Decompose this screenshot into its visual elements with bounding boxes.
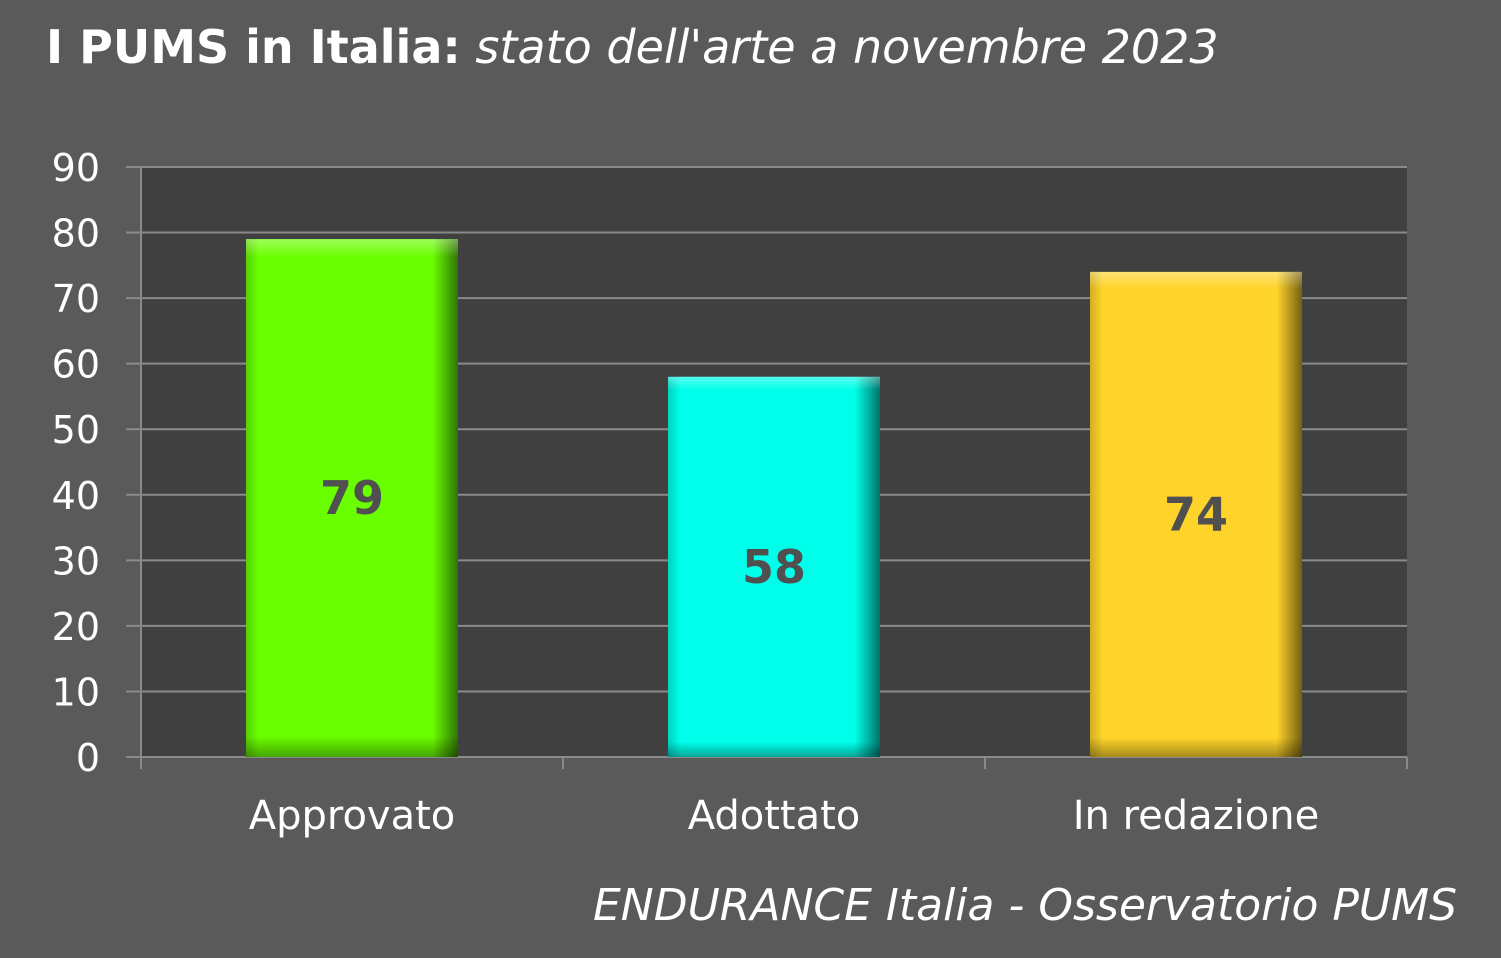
bar-shade-top — [1090, 271, 1302, 757]
y-tick-label: 90 — [52, 146, 100, 190]
y-tick-label: 10 — [52, 670, 100, 714]
bar-shade-top — [246, 239, 458, 758]
bar-shade-top — [668, 376, 880, 757]
y-tick-label: 60 — [52, 343, 100, 387]
title-italic-part: stato dell'arte a novembre 2023 — [475, 20, 1219, 74]
title-bold-part: I PUMS in Italia: — [46, 20, 461, 74]
data-label: 58 — [742, 540, 806, 594]
x-category-label: Approvato — [249, 793, 456, 839]
y-tick-label: 20 — [52, 605, 100, 649]
x-category-label: Adottato — [688, 793, 861, 839]
chart-title: I PUMS in Italia: stato dell'arte a nove… — [46, 20, 1219, 74]
data-label: 79 — [320, 471, 384, 525]
y-tick-label: 40 — [52, 474, 100, 518]
source-caption: ENDURANCE Italia - Osservatorio PUMS — [592, 880, 1457, 931]
y-tick-label: 70 — [52, 277, 100, 321]
y-tick-label: 0 — [76, 736, 100, 780]
y-tick-label: 80 — [52, 212, 100, 256]
y-tick-label: 30 — [52, 539, 100, 583]
y-tick-label: 50 — [52, 408, 100, 452]
data-label: 74 — [1164, 487, 1228, 541]
x-category-label: In redazione — [1073, 793, 1319, 839]
